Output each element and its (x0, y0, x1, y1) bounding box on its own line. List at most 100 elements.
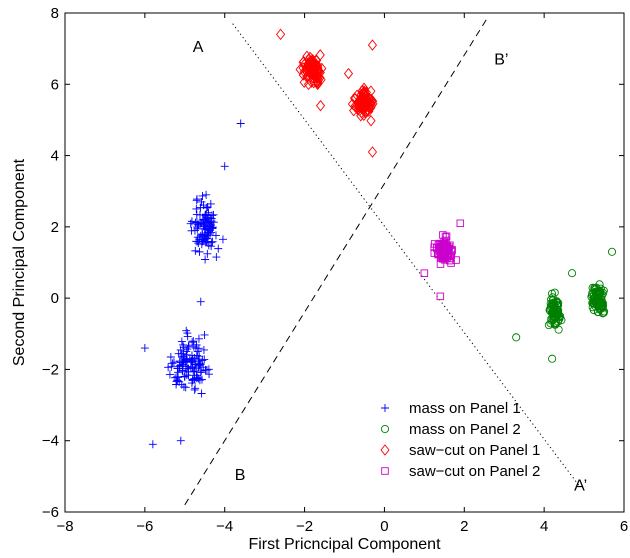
y-tick-label: −6 (42, 504, 59, 521)
data-point (195, 247, 204, 256)
data-point (176, 436, 185, 445)
data-point (190, 367, 199, 376)
legend-marker (381, 404, 389, 412)
data-point (197, 375, 206, 384)
data-point (199, 345, 208, 354)
data-point (203, 237, 212, 246)
data-point (197, 197, 206, 206)
legend-label: mass on Panel 2 (409, 421, 521, 438)
data-point (305, 51, 315, 64)
data-point (197, 389, 206, 398)
data-point (183, 345, 192, 354)
data-point (192, 204, 201, 213)
data-point (357, 101, 367, 113)
data-point (359, 97, 369, 109)
data-point (209, 218, 218, 227)
data-point (194, 239, 203, 248)
data-point (195, 359, 204, 368)
data-point (179, 353, 188, 362)
data-point (306, 62, 316, 74)
x-tick-label: −4 (216, 518, 233, 535)
legend-label: saw−cut on Panel 1 (409, 442, 540, 459)
data-point (172, 377, 181, 386)
data-point (193, 237, 202, 246)
data-point (367, 146, 378, 158)
x-tick-label: 6 (620, 518, 628, 535)
data-point (140, 344, 149, 353)
data-point (179, 343, 188, 352)
data-point (195, 352, 204, 361)
data-point (188, 338, 197, 347)
data-point (220, 162, 229, 171)
data-point (186, 219, 195, 228)
data-point (594, 292, 603, 301)
x-tick-label: −6 (136, 518, 153, 535)
data-point (359, 109, 369, 122)
data-point (148, 440, 157, 449)
data-point (548, 354, 557, 363)
data-point (166, 353, 175, 362)
data-point (200, 232, 209, 241)
legend-marker (381, 467, 389, 475)
data-point (180, 372, 189, 381)
data-point (189, 342, 198, 351)
data-point (313, 77, 323, 90)
data-point (173, 376, 182, 385)
data-point (420, 269, 429, 277)
data-point (597, 304, 606, 313)
data-point (430, 243, 438, 252)
data-point (544, 321, 553, 330)
data-point (315, 49, 325, 61)
data-point (193, 347, 202, 356)
data-point (214, 244, 223, 253)
data-point (203, 227, 212, 236)
data-point (189, 337, 198, 346)
data-point (203, 249, 212, 258)
data-point (303, 70, 313, 82)
data-point (187, 357, 196, 366)
data-point (441, 233, 450, 241)
data-point (303, 78, 314, 91)
y-tick-label: −4 (42, 433, 59, 450)
data-point (203, 203, 212, 212)
data-point (194, 334, 203, 343)
data-point (440, 247, 448, 256)
data-point (196, 360, 205, 369)
data-point (202, 190, 211, 199)
data-point (202, 366, 211, 375)
data-point (196, 231, 205, 240)
data-point (191, 344, 200, 353)
data-point (368, 95, 378, 107)
data-point (607, 247, 617, 256)
data-point (182, 326, 191, 335)
data-point (456, 219, 465, 228)
data-point (164, 363, 173, 372)
data-point (276, 28, 286, 41)
data-point (193, 224, 202, 233)
data-point (169, 358, 178, 367)
data-point (195, 210, 204, 219)
data-point (212, 253, 221, 262)
data-point (551, 308, 560, 318)
x-axis-label: First Pricncipal Component (248, 536, 441, 553)
data-point (196, 219, 205, 228)
data-point (191, 384, 200, 393)
y-axis-label: Second Principal Component (11, 158, 28, 366)
data-point (442, 245, 451, 254)
y-tick-label: 8 (51, 5, 59, 22)
data-point (236, 119, 245, 128)
data-point (165, 370, 174, 379)
y-tick-label: 0 (51, 290, 59, 307)
data-point (598, 309, 607, 318)
data-point (551, 313, 560, 322)
data-point (305, 54, 315, 67)
data-point (367, 39, 378, 51)
data-point (358, 84, 368, 97)
legend-label: mass on Panel 1 (409, 400, 521, 417)
data-point (554, 325, 563, 334)
data-point (168, 359, 177, 368)
y-tick-label: −2 (42, 361, 59, 378)
data-point (196, 297, 205, 306)
